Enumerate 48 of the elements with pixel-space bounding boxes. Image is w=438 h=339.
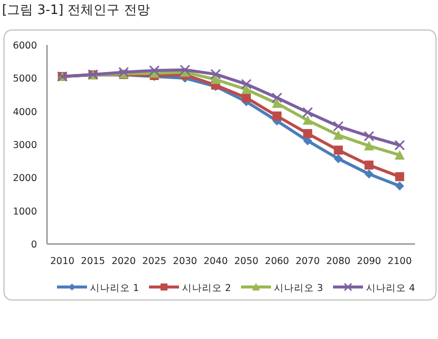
chart-title: [그림 3-1] 전체인구 전망 [2,3,150,18]
legend-label: 시나리오 1 [90,283,140,294]
point [303,129,312,138]
point [333,121,344,132]
legend-label: 시나리오 4 [366,283,416,294]
y-tick-label: 6000 [12,40,37,52]
x-tick-label: 2060 [264,256,290,267]
point [210,74,221,84]
x-tick-label: 2040 [204,256,228,267]
x-tick-label: 2070 [296,256,320,267]
point [334,154,343,164]
point [241,84,252,94]
point [302,115,313,125]
point [333,130,344,140]
point [272,92,282,103]
y-tick-label: 4000 [12,106,37,118]
x-tick-label: 2030 [172,256,198,267]
point [394,150,405,160]
x-tick-label: 2010 [50,256,74,267]
y-tick-label: 5000 [12,74,37,85]
point [394,140,405,150]
x-tick-label: 2100 [388,256,412,267]
x-tick-label: 2050 [234,256,258,267]
point [272,111,282,120]
y-tick-label: 3000 [12,140,37,151]
x-tick-label: 2090 [356,256,382,267]
legend-label: 시나리오 2 [182,283,232,294]
point [364,140,374,150]
y-tick-label: 2000 [12,173,37,184]
x-tick-label: 2020 [112,256,136,267]
point [334,146,343,155]
legend-label: 시나리오 3 [274,283,324,294]
point [210,68,221,80]
point [364,160,374,170]
point [241,78,252,90]
point [272,98,282,108]
y-tick-label: 1000 [12,206,37,218]
y-tick-label: 0 [30,240,37,250]
point [364,170,374,179]
point [302,107,313,118]
x-tick-label: 2080 [326,256,350,267]
point [395,181,404,190]
x-tick-label: 2025 [142,256,166,267]
point [149,65,160,76]
point [180,64,190,76]
point [364,130,374,142]
point [395,172,404,182]
x-tick-label: 2015 [80,256,106,267]
